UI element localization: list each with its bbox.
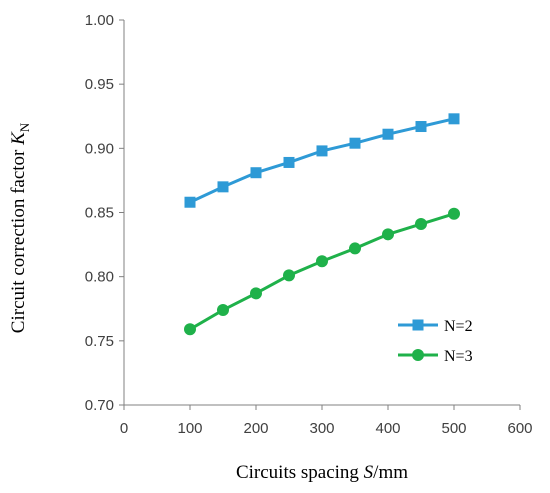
x-axis-title: Circuits spacing S/mm <box>236 462 408 483</box>
y-axis-title-var: K <box>8 131 29 146</box>
plot-area: 0.70 0.75 0.80 0.85 0.90 0.95 1.00 0 100 200 300 40… <box>85 12 533 437</box>
data-point <box>316 255 328 268</box>
legend-marker <box>412 349 424 361</box>
x-tick-label: 400 <box>375 420 400 437</box>
data-point <box>217 304 229 317</box>
y-axis-title-text: Circuit correction factor <box>8 145 29 333</box>
legend-marker <box>412 319 424 331</box>
series-line <box>189 117 455 204</box>
x-axis-title-unit: /mm <box>373 462 408 483</box>
series-line <box>189 212 455 331</box>
data-point <box>349 242 361 255</box>
y-axis-title-sub: N <box>17 122 32 132</box>
data-point <box>316 145 328 157</box>
legend-label: N=2 <box>444 318 473 335</box>
legend-label: N=3 <box>444 348 473 365</box>
data-point <box>217 181 229 193</box>
x-tick-label: 500 <box>441 420 466 437</box>
data-point <box>184 323 196 336</box>
y-tick-label: 0.90 <box>85 140 114 157</box>
y-tick-label: 0.85 <box>85 205 114 222</box>
x-tick-label: 200 <box>243 420 268 437</box>
x-tick-label: 300 <box>309 420 334 437</box>
data-point <box>382 228 394 241</box>
x-tick-label: 600 <box>507 420 532 437</box>
y-tick-label: 0.95 <box>85 76 114 93</box>
data-point <box>382 128 394 140</box>
data-point <box>415 218 427 231</box>
x-tick-label: 100 <box>177 420 202 437</box>
x-axis-title-var: S <box>364 462 374 483</box>
data-point <box>415 121 427 133</box>
data-point <box>448 207 460 220</box>
y-tick-label: 0.70 <box>85 397 114 414</box>
data-point <box>184 196 196 208</box>
data-point <box>349 137 361 149</box>
y-tick-label: 0.75 <box>85 333 114 350</box>
data-point <box>448 113 460 125</box>
data-point <box>250 167 262 179</box>
data-point <box>283 156 295 168</box>
y-tick-label: 0.80 <box>85 269 114 286</box>
data-point <box>250 287 262 300</box>
y-tick-label: 1.00 <box>85 12 114 29</box>
data-point <box>283 269 295 282</box>
x-axis-title-text: Circuits spacing <box>236 462 364 483</box>
y-axis-title: Circuit correction factor KN <box>8 122 32 333</box>
x-tick-label: 0 <box>120 420 128 437</box>
